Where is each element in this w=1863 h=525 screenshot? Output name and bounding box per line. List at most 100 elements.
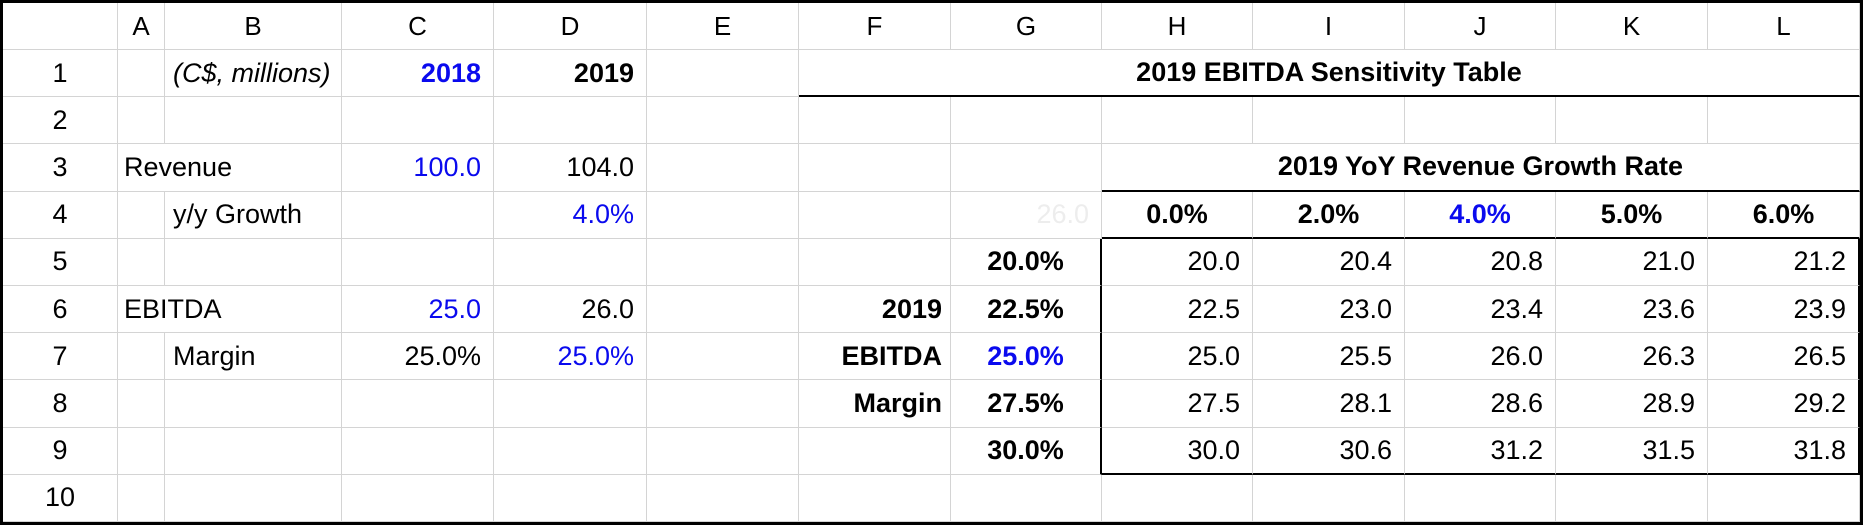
cell-B9[interactable] [165, 427, 342, 475]
cell-A3-revenue-label[interactable]: Revenue [118, 144, 342, 192]
cell-C8[interactable] [342, 380, 494, 428]
cell-K9-sensitivity-value[interactable]: 31.5 [1556, 427, 1708, 475]
cell-E9[interactable] [647, 427, 799, 475]
cell-C6-ebitda-2018[interactable]: 25.0 [342, 285, 494, 334]
cell-K4-pct-col-header[interactable]: 5.0% [1556, 191, 1708, 239]
row-header-2[interactable]: 2 [3, 97, 118, 145]
cell-E1[interactable] [647, 50, 799, 98]
cell-K2[interactable] [1556, 97, 1708, 145]
cell-I9-sensitivity-value[interactable]: 30.6 [1253, 427, 1405, 475]
cell-F7-axis-label[interactable]: EBITDA [799, 333, 951, 381]
cell-B4-growth-label[interactable]: y/y Growth [165, 191, 342, 239]
cell-L8-sensitivity-value[interactable]: 29.2 [1708, 380, 1860, 428]
cell-K5-sensitivity-value[interactable]: 21.0 [1556, 238, 1708, 286]
cell-D9[interactable] [494, 427, 647, 475]
col-header-H[interactable]: H [1102, 3, 1253, 50]
cell-E4[interactable] [647, 191, 799, 239]
row-header-10[interactable]: 10 [3, 474, 118, 522]
cell-G3[interactable] [951, 144, 1102, 192]
cell-F6-axis-label[interactable]: 2019 [799, 285, 951, 334]
cell-H2[interactable] [1102, 97, 1253, 145]
row-header-9[interactable]: 9 [3, 427, 118, 475]
col-header-I[interactable]: I [1253, 3, 1405, 50]
row-header-8[interactable]: 8 [3, 380, 118, 428]
col-header-E[interactable]: E [647, 3, 799, 50]
cell-F2[interactable] [799, 97, 951, 145]
cell-G2[interactable] [951, 97, 1102, 145]
cell-G9-margin-row-header[interactable]: 30.0% [951, 427, 1102, 475]
cell-H9-sensitivity-value[interactable]: 30.0 [1102, 427, 1253, 475]
col-header-C[interactable]: C [342, 3, 494, 50]
cell-K7-sensitivity-value[interactable]: 26.3 [1556, 333, 1708, 381]
cell-B1-units-note[interactable]: (C$, millions) [165, 50, 342, 98]
select-all-corner[interactable] [3, 3, 118, 50]
cell-C10[interactable] [342, 474, 494, 522]
cell-I7-sensitivity-value[interactable]: 25.5 [1253, 333, 1405, 381]
cell-L5-sensitivity-value[interactable]: 21.2 [1708, 238, 1860, 286]
cell-E3[interactable] [647, 144, 799, 192]
cell-C4[interactable] [342, 191, 494, 239]
col-header-B[interactable]: B [165, 3, 342, 50]
cell-F1-sensitivity-title[interactable]: 2019 EBITDA Sensitivity Table [799, 50, 1860, 98]
row-header-7[interactable]: 7 [3, 333, 118, 381]
cell-D3-revenue-2019[interactable]: 104.0 [494, 144, 647, 192]
cell-E6[interactable] [647, 285, 799, 334]
cell-C1-year-2018[interactable]: 2018 [342, 50, 494, 98]
cell-G8-margin-row-header[interactable]: 27.5% [951, 380, 1102, 428]
cell-H5-sensitivity-value[interactable]: 20.0 [1102, 238, 1253, 286]
cell-K8-sensitivity-value[interactable]: 28.9 [1556, 380, 1708, 428]
cell-G10[interactable] [951, 474, 1102, 522]
cell-J9-sensitivity-value[interactable]: 31.2 [1405, 427, 1556, 475]
cell-F3[interactable] [799, 144, 951, 192]
cell-I2[interactable] [1253, 97, 1405, 145]
cell-J10[interactable] [1405, 474, 1556, 522]
cell-H3-growth-rate-header[interactable]: 2019 YoY Revenue Growth Rate [1102, 144, 1860, 192]
col-header-F[interactable]: F [799, 3, 951, 50]
cell-A5[interactable] [118, 238, 165, 286]
cell-L9-sensitivity-value[interactable]: 31.8 [1708, 427, 1860, 475]
cell-D10[interactable] [494, 474, 647, 522]
cell-A1[interactable] [118, 50, 165, 98]
cell-L6-sensitivity-value[interactable]: 23.9 [1708, 285, 1860, 334]
cell-D8[interactable] [494, 380, 647, 428]
cell-E10[interactable] [647, 474, 799, 522]
cell-E5[interactable] [647, 238, 799, 286]
col-header-J[interactable]: J [1405, 3, 1556, 50]
cell-I10[interactable] [1253, 474, 1405, 522]
cell-B5[interactable] [165, 238, 342, 286]
cell-I8-sensitivity-value[interactable]: 28.1 [1253, 380, 1405, 428]
cell-F4[interactable] [799, 191, 951, 239]
cell-A8[interactable] [118, 380, 165, 428]
cell-D4-growth-2019[interactable]: 4.0% [494, 191, 647, 239]
cell-C9[interactable] [342, 427, 494, 475]
cell-A4[interactable] [118, 191, 165, 239]
cell-J7-sensitivity-value[interactable]: 26.0 [1405, 333, 1556, 381]
cell-J4-pct-col-header-base-case[interactable]: 4.0% [1405, 191, 1556, 239]
cell-I4-pct-col-header[interactable]: 2.0% [1253, 191, 1405, 239]
cell-K10[interactable] [1556, 474, 1708, 522]
cell-H10[interactable] [1102, 474, 1253, 522]
col-header-A[interactable]: A [118, 3, 165, 50]
cell-A10[interactable] [118, 474, 165, 522]
cell-I5-sensitivity-value[interactable]: 20.4 [1253, 238, 1405, 286]
cell-H4-pct-col-header[interactable]: 0.0% [1102, 191, 1253, 239]
cell-E8[interactable] [647, 380, 799, 428]
cell-K6-sensitivity-value[interactable]: 23.6 [1556, 285, 1708, 334]
cell-C7-margin-2018[interactable]: 25.0% [342, 333, 494, 381]
cell-F10[interactable] [799, 474, 951, 522]
cell-F8-axis-label[interactable]: Margin [799, 380, 951, 428]
row-header-1[interactable]: 1 [3, 50, 118, 98]
cell-D5[interactable] [494, 238, 647, 286]
cell-L10[interactable] [1708, 474, 1860, 522]
cell-B8[interactable] [165, 380, 342, 428]
cell-G5-margin-row-header[interactable]: 20.0% [951, 238, 1102, 286]
cell-D7-margin-2019[interactable]: 25.0% [494, 333, 647, 381]
row-header-4[interactable]: 4 [3, 191, 118, 239]
cell-E7[interactable] [647, 333, 799, 381]
cell-A2[interactable] [118, 97, 165, 145]
cell-C3-revenue-2018[interactable]: 100.0 [342, 144, 494, 192]
cell-I6-sensitivity-value[interactable]: 23.0 [1253, 285, 1405, 334]
cell-F5[interactable] [799, 238, 951, 286]
cell-B7-margin-label[interactable]: Margin [165, 333, 342, 381]
cell-E2[interactable] [647, 97, 799, 145]
